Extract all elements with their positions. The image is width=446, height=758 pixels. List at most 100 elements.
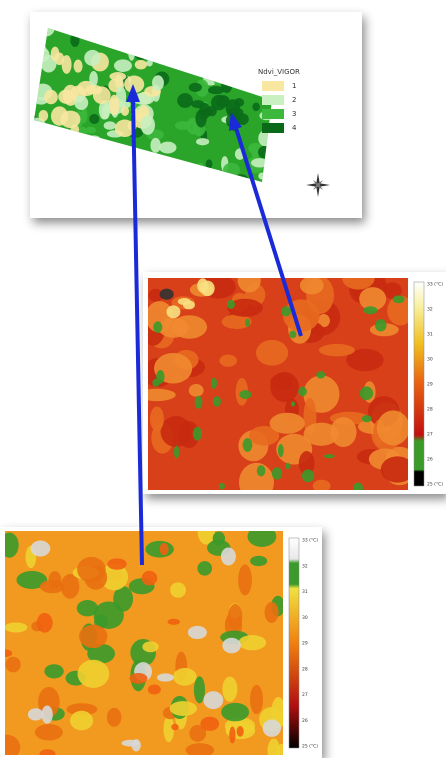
scale-label: 29 xyxy=(427,382,433,388)
patch xyxy=(171,724,179,731)
patch xyxy=(222,677,237,702)
patch xyxy=(40,580,65,593)
patch xyxy=(316,371,325,378)
patch xyxy=(39,110,49,121)
patch xyxy=(221,547,236,565)
patch xyxy=(272,467,282,479)
patch xyxy=(377,410,410,445)
patch xyxy=(360,386,373,400)
patch xyxy=(172,315,207,338)
patch xyxy=(74,60,83,73)
patch xyxy=(250,556,267,566)
patch xyxy=(160,289,174,300)
patch xyxy=(37,613,53,633)
scale-label: 31 xyxy=(427,332,433,338)
scale-label: 27 xyxy=(427,432,433,438)
scale-label: 30 xyxy=(302,615,308,621)
scale-label: 28 xyxy=(302,666,308,672)
patch xyxy=(250,685,263,714)
patch xyxy=(4,622,27,632)
patch xyxy=(211,378,217,389)
patch xyxy=(152,75,164,90)
patch xyxy=(200,717,219,731)
patch xyxy=(51,47,60,62)
patch xyxy=(256,340,288,366)
patch xyxy=(291,401,295,406)
patch xyxy=(189,83,202,92)
patch xyxy=(238,564,252,595)
patch xyxy=(239,390,251,399)
legend-title: Ndvi_VIGOR xyxy=(258,68,300,76)
patch xyxy=(226,99,240,116)
patch xyxy=(393,295,405,303)
patch xyxy=(219,355,236,367)
patch xyxy=(197,561,212,575)
scale-label: 32 xyxy=(302,563,308,569)
patch xyxy=(109,95,119,115)
patch xyxy=(62,55,72,74)
scale-label: 28 xyxy=(427,407,433,413)
patch xyxy=(35,724,63,740)
patch xyxy=(252,103,259,112)
scale-label: 29 xyxy=(302,641,308,647)
patch xyxy=(227,300,235,309)
patch xyxy=(173,668,196,686)
patch xyxy=(189,384,204,397)
patch xyxy=(177,93,193,108)
patch xyxy=(167,305,181,318)
patch xyxy=(243,438,253,452)
legend-swatch xyxy=(262,81,284,91)
patch xyxy=(285,463,290,469)
patch xyxy=(156,370,164,384)
patch xyxy=(109,72,126,81)
patch xyxy=(94,601,124,628)
scale-label: 33 (°C) xyxy=(427,282,443,288)
color-scale xyxy=(414,282,424,486)
patch xyxy=(263,719,281,736)
patch xyxy=(362,415,372,422)
patch xyxy=(213,396,221,407)
scale-label: 31 xyxy=(302,589,308,595)
patch xyxy=(77,557,106,583)
scale-label: 26 xyxy=(302,718,308,724)
patch xyxy=(89,71,98,87)
patch xyxy=(191,100,204,108)
scale-label: 27 xyxy=(302,692,308,698)
patch xyxy=(74,95,88,109)
patch xyxy=(324,454,335,458)
patch xyxy=(135,60,147,70)
patch xyxy=(79,625,107,648)
patch xyxy=(122,740,139,747)
patch xyxy=(278,444,284,457)
patch xyxy=(159,142,176,154)
patch xyxy=(238,635,266,650)
patch xyxy=(183,300,195,309)
patch xyxy=(219,483,225,490)
patch xyxy=(174,445,179,458)
patch xyxy=(28,708,44,720)
patch xyxy=(222,638,241,654)
patch xyxy=(196,138,209,145)
patch xyxy=(319,344,355,356)
patch xyxy=(298,387,307,397)
patch xyxy=(239,463,274,502)
patch xyxy=(150,138,160,153)
figure: Ndvi_VIGOR 1234 33 (°C)3231302928272625 … xyxy=(0,0,446,758)
patch xyxy=(203,691,223,709)
color-scale xyxy=(289,538,299,748)
patch xyxy=(85,85,102,94)
patch xyxy=(186,743,215,757)
patch xyxy=(150,406,164,431)
patch xyxy=(188,626,207,639)
patch xyxy=(142,571,158,586)
patch xyxy=(89,114,99,124)
patch xyxy=(107,558,127,569)
patch xyxy=(364,306,378,314)
patch xyxy=(375,319,387,331)
patch xyxy=(281,306,291,316)
patch xyxy=(170,701,197,716)
patch xyxy=(237,726,244,737)
patch xyxy=(302,469,314,482)
patch xyxy=(198,518,215,545)
scale-label: 33 (°C) xyxy=(302,538,318,544)
